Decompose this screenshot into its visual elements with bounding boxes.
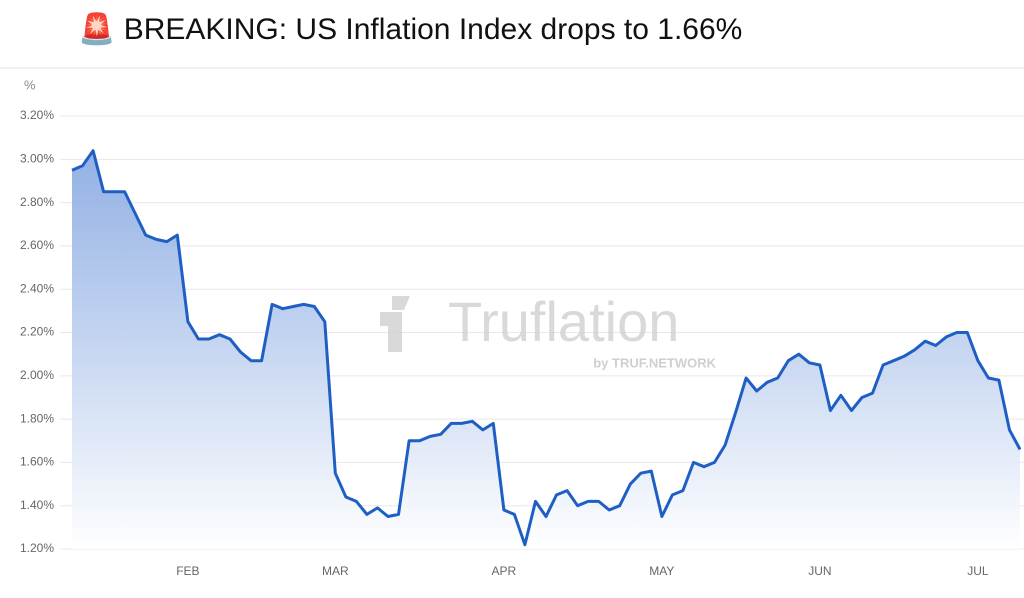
watermark-sub: by TRUF.NETWORK	[593, 355, 716, 370]
y-tick-label: 2.80%	[20, 195, 54, 209]
chart-title: 🚨 BREAKING: US Inflation Index drops to …	[78, 11, 742, 46]
x-tick-label: FEB	[176, 564, 199, 578]
x-tick-label: JUN	[808, 564, 831, 578]
line	[71, 149, 1022, 547]
y-axis-label: %	[24, 77, 36, 92]
x-tick-label: MAR	[322, 564, 349, 578]
y-tick-label: 1.20%	[20, 541, 54, 555]
y-tick-label: 2.60%	[20, 238, 54, 252]
watermark: Truflation	[448, 290, 679, 353]
y-tick-label: 2.20%	[20, 325, 54, 339]
plot: 1.20% 1.40% 1.60% 1.80% 2.00% 2.20% 2.40% 2.60%…	[20, 108, 1024, 578]
y-tick-label: 1.40%	[20, 498, 54, 512]
y-tick-label: 1.60%	[20, 455, 54, 469]
watermark-logo	[380, 296, 410, 352]
y-tick-label: 2.40%	[20, 281, 54, 295]
y-tick-label: 3.20%	[20, 108, 54, 122]
y-tick-label: 1.80%	[20, 411, 54, 425]
x-tick-label: APR	[492, 564, 517, 578]
x-tick-label: JUL	[967, 564, 989, 578]
y-tick-label: 2.00%	[20, 368, 54, 382]
area	[72, 150, 1020, 549]
y-tick-label: 3.00%	[20, 152, 54, 166]
x-tick-label: MAY	[649, 564, 674, 578]
